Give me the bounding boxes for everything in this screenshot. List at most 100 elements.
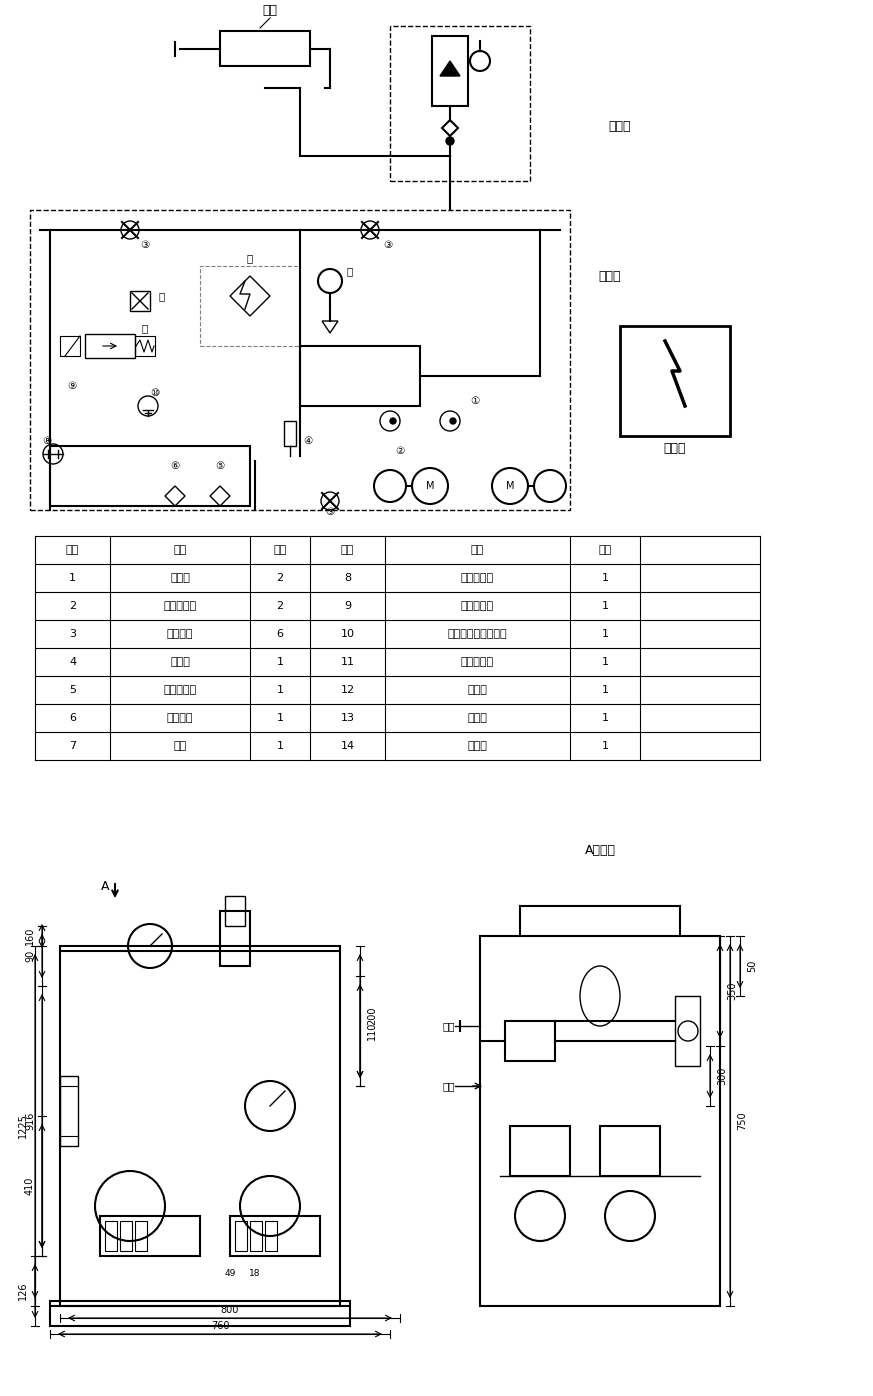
Bar [60,1076,78,1146]
Text: 750: 750 [737,1111,747,1131]
Text: ③: ③ [326,507,334,517]
Bar [600,1127,660,1175]
Bar [620,327,730,436]
Text: 油口: 油口 [443,1081,455,1092]
Text: 溢流阀: 溢流阀 [170,658,190,667]
Bar [265,1222,277,1251]
Text: 126: 126 [18,1282,28,1300]
Text: 916: 916 [25,1111,35,1131]
Text: 空气滤清器: 空气滤清器 [461,602,494,611]
Text: ⑭: ⑭ [347,267,353,276]
Text: 1: 1 [601,572,608,584]
Bar [200,267,300,346]
Bar [284,422,296,445]
Bar [100,1216,200,1256]
Text: 液位液温计: 液位液温计 [461,572,494,584]
Text: 电加热器: 电加热器 [167,713,193,723]
Text: 2: 2 [277,572,284,584]
Bar [135,1222,147,1251]
Text: M: M [426,482,434,491]
Text: 1: 1 [277,658,284,667]
Text: 1: 1 [601,741,608,751]
Text: 6: 6 [277,630,284,639]
Text: 6: 6 [69,713,76,723]
Text: 1: 1 [277,713,284,723]
Text: 油箱: 油箱 [174,741,187,751]
Text: 50: 50 [747,960,757,972]
Text: 油缸: 油缸 [263,4,278,18]
Text: 吸油过滤器: 吸油过滤器 [163,685,196,695]
Text: 410: 410 [25,1177,35,1195]
Text: ①: ① [471,396,479,406]
Text: 90: 90 [25,949,35,962]
Text: 单向阀: 单向阀 [170,572,190,584]
Bar [220,31,310,66]
Text: 1: 1 [601,630,608,639]
Polygon shape [230,276,270,315]
Polygon shape [440,61,460,75]
Circle shape [446,137,454,145]
Text: 1: 1 [601,685,608,695]
Bar [250,1222,262,1251]
Text: ③: ③ [383,240,393,250]
Text: 1: 1 [601,658,608,667]
Text: 高压球阀: 高压球阀 [167,630,193,639]
Text: 序号: 序号 [65,544,79,556]
Bar [60,336,80,356]
Text: 1: 1 [69,572,76,584]
Text: 18: 18 [250,1269,261,1277]
Text: ⑬: ⑬ [247,253,253,262]
Text: 200: 200 [367,1007,377,1025]
Bar [220,912,250,966]
Bar [432,36,468,106]
Text: 13: 13 [340,713,354,723]
Text: 液压站: 液压站 [599,269,622,282]
Bar [505,1020,555,1061]
Text: ③: ③ [141,240,149,250]
Bar [135,336,155,356]
Text: ⑨: ⑨ [67,381,77,391]
Bar [675,995,700,1067]
Text: ⑫: ⑫ [159,290,165,302]
Text: 11: 11 [340,658,354,667]
Text: ⑤: ⑤ [216,461,224,470]
Text: 名称: 名称 [174,544,187,556]
Bar [120,1222,132,1251]
Text: 760: 760 [210,1321,230,1330]
Text: ④: ④ [304,436,313,445]
Text: 节流阀: 节流阀 [468,685,487,695]
Bar [230,1216,320,1256]
Text: 8: 8 [344,572,351,584]
Bar [130,290,150,311]
Ellipse shape [580,966,620,1026]
Text: A向视图: A向视图 [585,845,615,857]
Text: 序号: 序号 [340,544,354,556]
Text: ⑥: ⑥ [170,461,180,470]
Bar [105,1222,117,1251]
Text: 数量: 数量 [598,544,612,556]
Text: 110: 110 [367,1022,377,1040]
Circle shape [390,417,396,424]
Text: 1: 1 [601,713,608,723]
Text: 电接点双金属温度计: 电接点双金属温度计 [448,630,507,639]
Bar [300,346,420,406]
Polygon shape [322,321,338,334]
Text: 2: 2 [69,602,76,611]
Text: 油口: 油口 [443,1020,455,1032]
Bar [60,946,340,1307]
Text: 300: 300 [717,1067,727,1085]
Text: 2: 2 [277,602,284,611]
Text: 4: 4 [69,658,76,667]
Bar [30,209,570,510]
Text: ⑩: ⑩ [150,388,160,398]
Text: M: M [505,482,514,491]
Bar [50,1301,350,1326]
Text: 数量: 数量 [273,544,286,556]
Polygon shape [442,120,458,135]
Text: 名称: 名称 [471,544,485,556]
Text: A: A [100,879,109,892]
Text: 800: 800 [221,1305,239,1315]
Polygon shape [210,486,230,505]
Text: 9: 9 [344,602,351,611]
Bar [225,896,245,926]
